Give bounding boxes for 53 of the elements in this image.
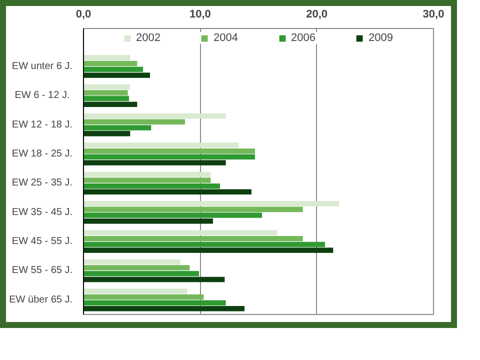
bar xyxy=(84,265,190,270)
bar xyxy=(84,60,138,66)
y-tick-label: EW 25 - 35 J. xyxy=(12,178,72,189)
bar xyxy=(84,72,150,78)
bar xyxy=(84,206,303,212)
bar xyxy=(84,178,211,183)
legend-label: 2009 xyxy=(368,32,393,44)
y-tick-label: EW unter 6 J. xyxy=(12,60,72,72)
bar xyxy=(84,200,339,206)
bar xyxy=(84,236,303,242)
legend-label: 2006 xyxy=(291,32,316,44)
bar xyxy=(84,154,255,160)
bar xyxy=(84,160,226,166)
bar xyxy=(84,148,255,154)
bar xyxy=(84,300,226,306)
x-tick-label: 20,0 xyxy=(306,8,328,20)
bar xyxy=(84,96,129,102)
bar xyxy=(84,276,225,282)
x-tick-label: 0,0 xyxy=(76,8,92,20)
bar xyxy=(84,271,199,276)
legend-label: 2004 xyxy=(214,32,238,44)
y-tick-label: EW 6 - 12 J. xyxy=(14,90,70,102)
bar xyxy=(84,130,130,136)
bar xyxy=(84,172,211,178)
y-tick-label: EW 45 - 55 J. xyxy=(12,236,72,248)
bar xyxy=(84,294,204,300)
bar xyxy=(84,306,244,312)
bar xyxy=(84,55,130,60)
x-tick-label: 10,0 xyxy=(189,8,211,20)
x-tick-label: 30,0 xyxy=(422,8,444,20)
bar xyxy=(84,248,334,253)
bar xyxy=(84,66,143,72)
bar xyxy=(84,212,262,218)
bar xyxy=(84,113,226,119)
y-tick-label: EW 12 - 18 J. xyxy=(12,119,72,130)
bar xyxy=(84,142,239,148)
bar xyxy=(84,84,130,90)
bar xyxy=(84,189,252,195)
bar xyxy=(84,288,188,294)
bar xyxy=(84,102,138,108)
bar xyxy=(84,259,180,265)
y-tick-label: EW 55 - 65 J. xyxy=(12,265,72,276)
bar xyxy=(84,125,152,130)
bar xyxy=(84,90,128,96)
y-tick-label: EW 18 - 25 J. xyxy=(12,148,72,160)
legend-label: 2002 xyxy=(136,32,161,44)
y-tick-label: EW 35 - 45 J. xyxy=(12,206,72,218)
y-tick-label: EW über 65 J. xyxy=(9,294,72,306)
bar xyxy=(84,183,220,189)
bar xyxy=(84,119,185,125)
bar xyxy=(84,242,325,248)
bar xyxy=(84,218,213,224)
bar xyxy=(84,230,278,236)
